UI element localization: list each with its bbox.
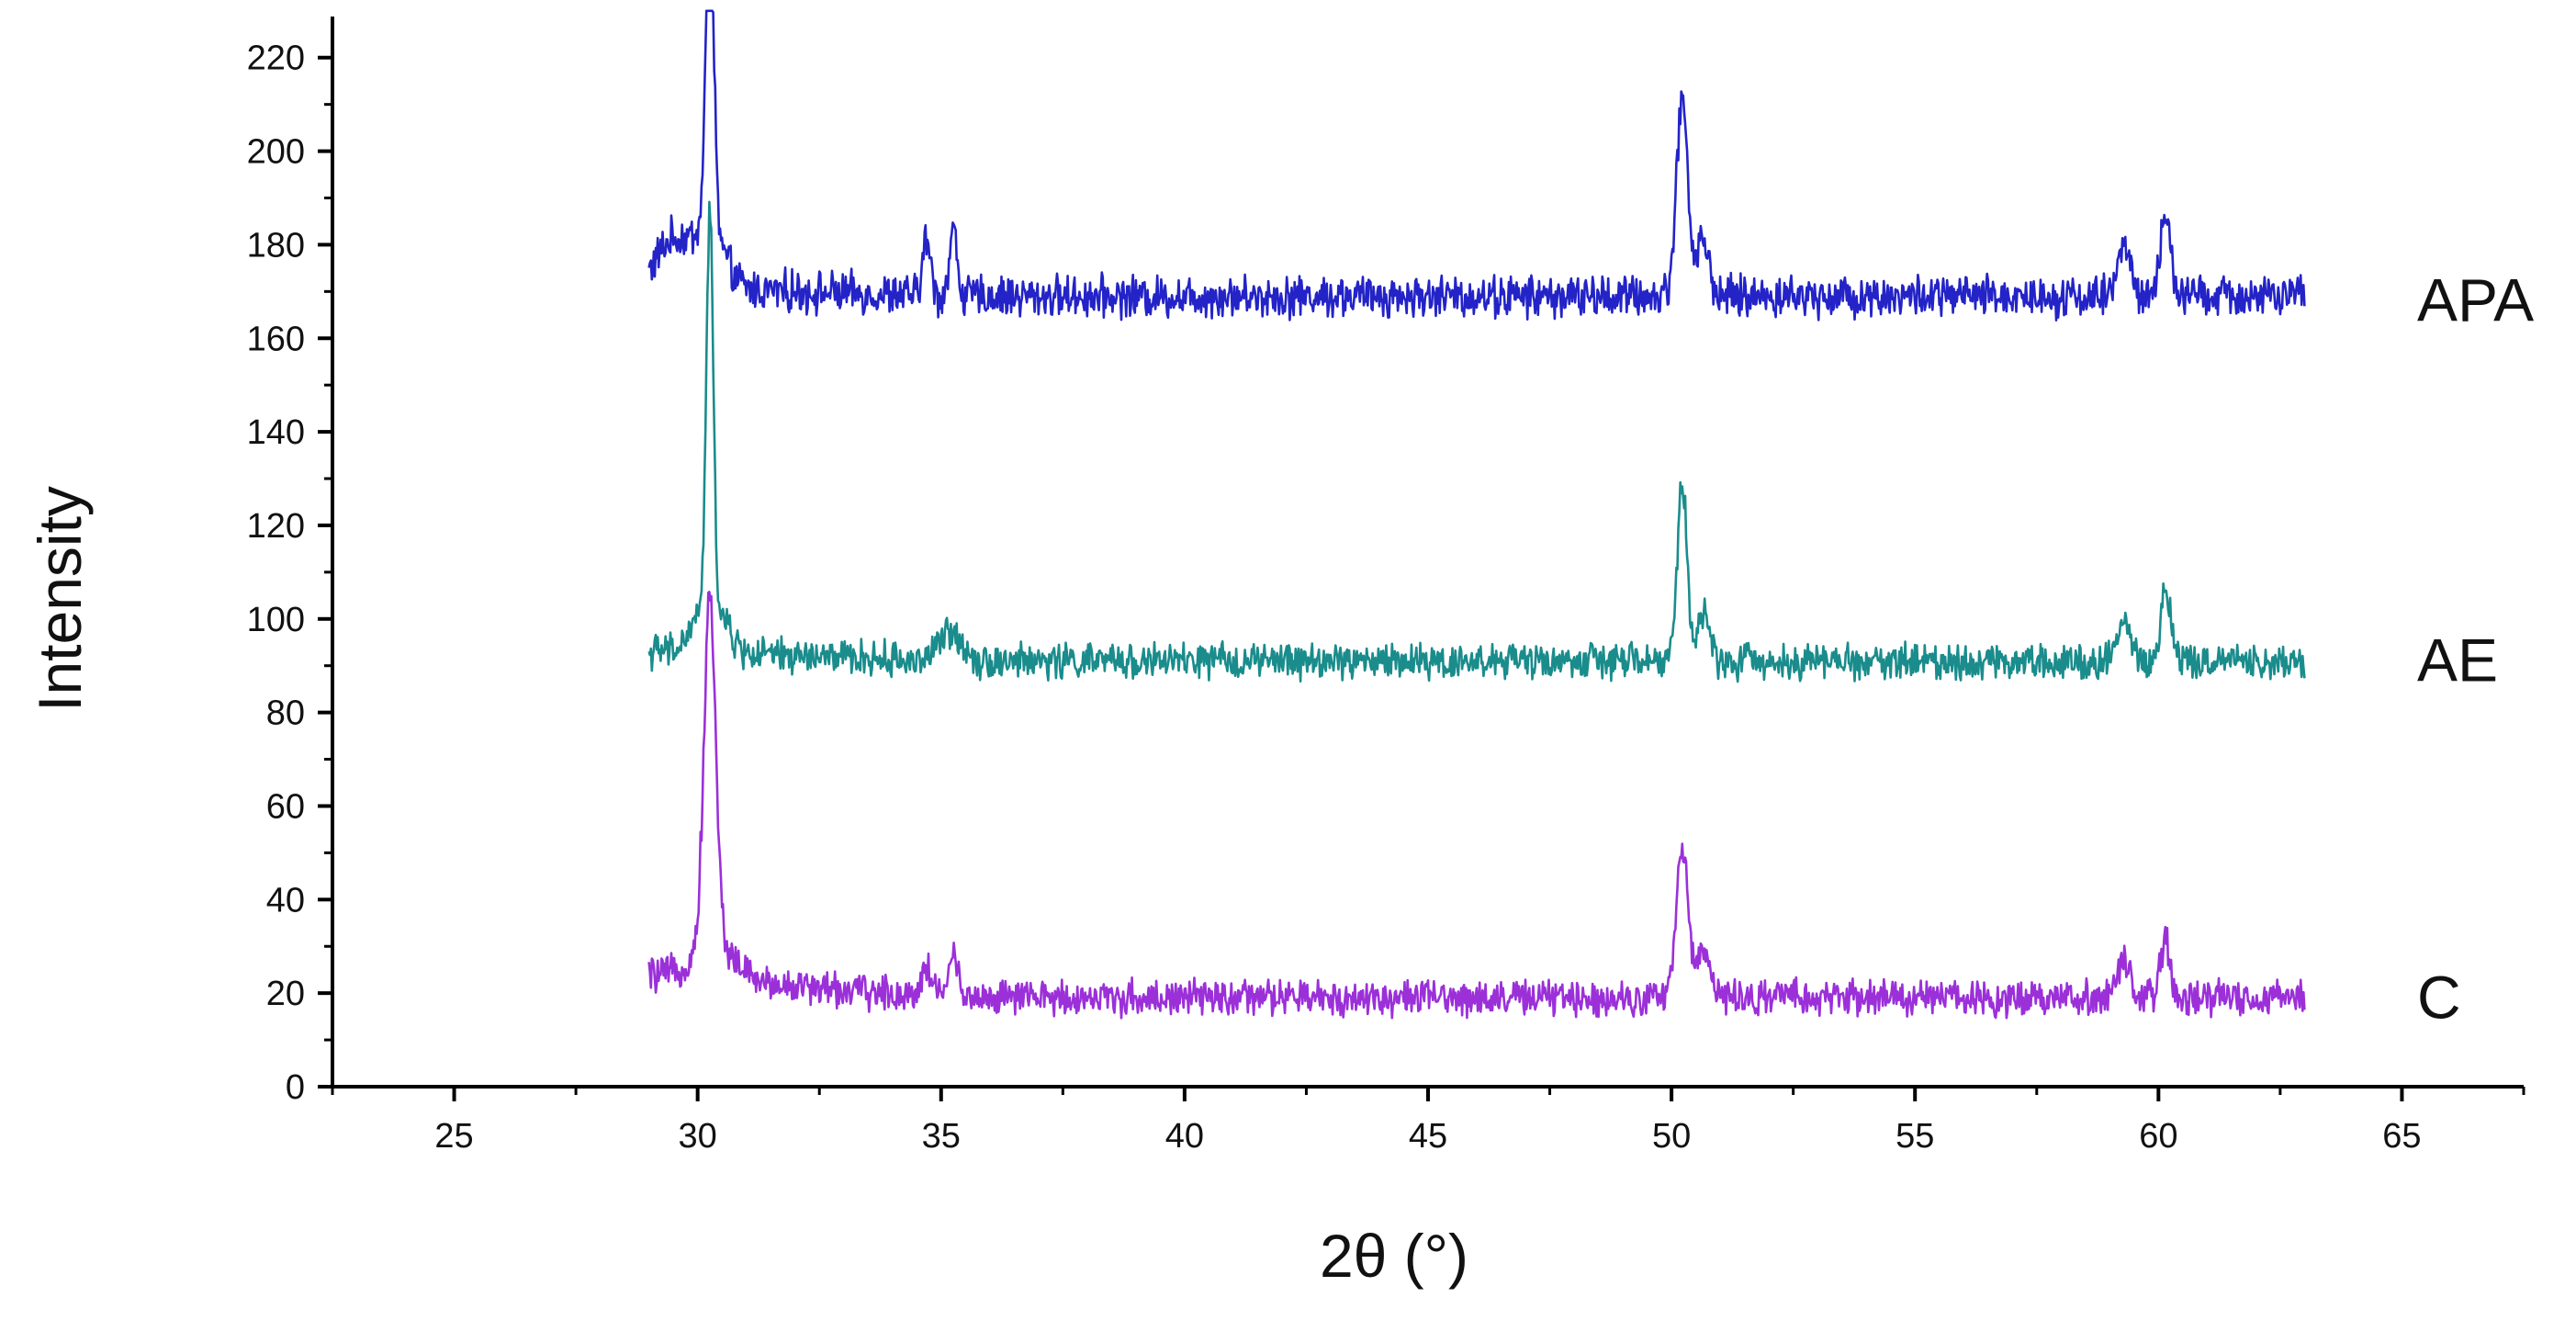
series-line-c <box>647 591 2306 1020</box>
y-tick-label: 140 <box>247 413 305 452</box>
series-line-apa <box>647 9 2306 322</box>
series-label-apa: APA <box>2417 266 2534 334</box>
series-label-c: C <box>2417 963 2461 1031</box>
x-tick-label: 60 <box>2139 1117 2177 1156</box>
y-tick-label: 0 <box>286 1068 305 1107</box>
y-tick-label: 220 <box>247 39 305 78</box>
y-tick-label: 100 <box>247 601 305 639</box>
labels-layer: 0 20 40 60 80 100 120 140 160 180 200 220 25 30 35 40 45… <box>26 39 2534 1290</box>
y-tick-label: 160 <box>247 320 305 358</box>
y-tick-label: 120 <box>247 507 305 546</box>
y-tick-label: 20 <box>266 975 305 1013</box>
x-tick-label: 50 <box>1652 1117 1691 1156</box>
series-line-ae <box>647 200 2306 683</box>
y-tick-label: 80 <box>266 694 305 733</box>
x-tick-label: 25 <box>434 1117 473 1156</box>
y-tick-label: 40 <box>266 881 305 919</box>
y-tick-label: 180 <box>247 226 305 265</box>
x-tick-label: 55 <box>1895 1117 1934 1156</box>
x-tick-label: 35 <box>922 1117 961 1156</box>
y-tick-label: 200 <box>247 133 305 172</box>
series-label-ae: AE <box>2417 626 2498 694</box>
axes-layer <box>318 17 2525 1101</box>
y-axis-title: Intensity <box>26 486 94 712</box>
x-tick-label: 45 <box>1409 1117 1447 1156</box>
y-tick-label: 60 <box>266 787 305 826</box>
series-layer <box>647 9 2306 1020</box>
x-tick-label: 30 <box>679 1117 717 1156</box>
x-axis-title: 2θ (°) <box>1320 1222 1468 1290</box>
x-tick-label: 40 <box>1165 1117 1204 1156</box>
x-tick-label: 65 <box>2382 1117 2421 1156</box>
